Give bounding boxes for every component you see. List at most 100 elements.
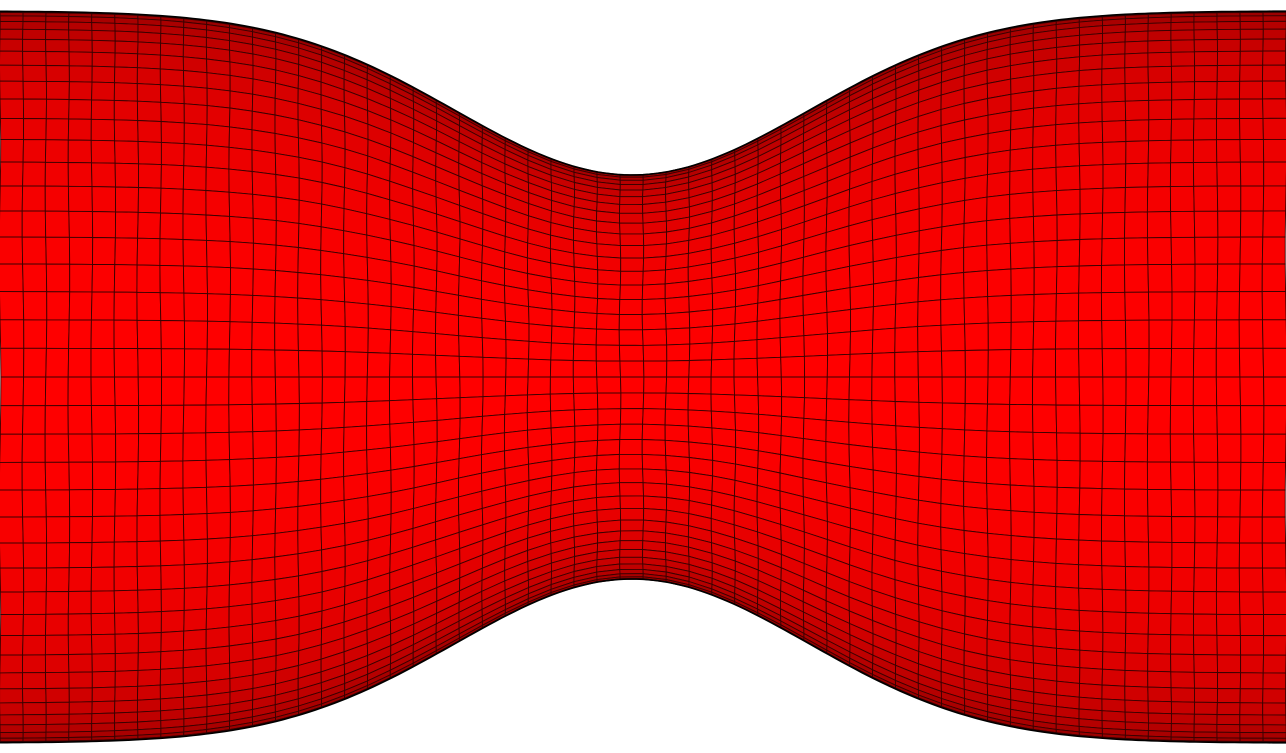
mesh-cell <box>159 696 185 712</box>
mesh-cell <box>297 526 323 555</box>
mesh-cell <box>182 647 207 669</box>
mesh-cell <box>1124 488 1149 517</box>
mesh-cell <box>182 665 208 684</box>
mesh-cell <box>1170 376 1194 407</box>
mesh-cell <box>1239 516 1263 544</box>
mesh-cell <box>1193 591 1217 615</box>
mesh-cell <box>1170 16 1195 24</box>
mesh-cell <box>596 392 622 410</box>
mesh-cell <box>91 670 116 689</box>
mesh-cell <box>114 66 138 85</box>
mesh-cell <box>23 347 47 378</box>
mesh-cell <box>45 613 69 636</box>
mesh-cell <box>1170 713 1195 725</box>
mesh-cell <box>1193 613 1218 636</box>
mesh-cell <box>482 395 506 417</box>
mesh-cell <box>1079 187 1104 215</box>
mesh-cell <box>1192 405 1218 435</box>
mesh-cell <box>1010 267 1035 296</box>
mesh-cell <box>275 429 300 458</box>
mesh-cell <box>137 211 161 240</box>
mesh-cell <box>0 185 24 212</box>
mesh-cell <box>114 711 139 724</box>
mesh-cell <box>160 121 185 145</box>
mesh-cell <box>275 481 299 510</box>
mesh-cell <box>22 613 47 636</box>
mesh-cell <box>1078 101 1103 124</box>
mesh-cell <box>22 161 46 187</box>
mesh-cell <box>1033 293 1057 323</box>
mesh-cell <box>206 537 231 564</box>
mesh-cell <box>389 444 415 471</box>
mesh-cell <box>710 393 736 414</box>
mesh-cell <box>1124 162 1149 188</box>
mesh-cell <box>526 410 552 431</box>
mesh-cell <box>1262 433 1286 463</box>
mesh-cell <box>1192 376 1218 407</box>
mesh-cell <box>1033 87 1057 109</box>
mesh-cell <box>1101 319 1127 350</box>
mesh-cell <box>1238 319 1264 349</box>
mesh-cell <box>1033 266 1058 295</box>
mesh-cell <box>1216 118 1241 141</box>
mesh-cell <box>182 628 207 651</box>
mesh-cell <box>0 117 25 141</box>
mesh-cell <box>45 671 70 689</box>
mesh-cell <box>229 458 254 487</box>
mesh-cell <box>963 429 988 458</box>
mesh-cell <box>413 419 438 446</box>
mesh-cell <box>1216 139 1241 163</box>
mesh-cell <box>687 409 713 429</box>
mesh-cell <box>1124 291 1150 321</box>
mesh-cell <box>343 449 368 478</box>
mesh-cell <box>22 405 46 435</box>
mesh-cell <box>367 303 392 331</box>
mesh-cell <box>1147 670 1172 689</box>
mesh-cell <box>136 565 162 591</box>
mesh-cell <box>0 405 24 435</box>
mesh-cell <box>1147 39 1172 54</box>
mesh-cell <box>45 39 70 53</box>
mesh-cell <box>114 699 138 714</box>
mesh-cell <box>1171 263 1196 293</box>
mesh-cell <box>114 30 139 43</box>
mesh-cell <box>275 220 300 248</box>
mesh-cell <box>1009 623 1034 647</box>
mesh-cell <box>1193 461 1219 491</box>
mesh-cell <box>1240 433 1265 463</box>
mesh-cell <box>0 613 24 637</box>
mesh-cell <box>1079 404 1104 434</box>
mesh-cell <box>45 98 70 120</box>
mesh-cell <box>67 634 93 655</box>
mesh-cell <box>917 299 942 328</box>
mesh-cell <box>1147 51 1172 68</box>
mesh-cell <box>1194 263 1219 293</box>
mesh-cell <box>46 542 71 569</box>
mesh-cell <box>22 50 47 66</box>
mesh-cell <box>1239 732 1264 739</box>
mesh-cell <box>91 81 115 101</box>
mesh-cell <box>549 359 574 378</box>
mesh-cell <box>251 170 277 198</box>
mesh-cell <box>1055 628 1081 651</box>
mesh-cell <box>0 236 24 265</box>
mesh-cell <box>137 460 161 490</box>
mesh-cell <box>0 635 24 656</box>
mesh-cell <box>1170 51 1196 67</box>
mesh-cell <box>0 291 25 321</box>
mesh-cell <box>160 348 186 378</box>
mesh-cell <box>572 376 598 394</box>
mesh-cell <box>68 723 93 733</box>
mesh-cell <box>343 425 368 453</box>
mesh-cell <box>1171 81 1196 101</box>
mesh-cell <box>1239 688 1264 704</box>
mesh-cell <box>90 566 115 592</box>
mesh-cell <box>297 453 322 482</box>
mesh-cell <box>206 348 230 378</box>
mesh-cell <box>987 532 1012 561</box>
mesh-cell <box>68 730 93 738</box>
mesh-cell <box>1009 146 1034 173</box>
mesh-cell <box>1009 431 1034 460</box>
mesh-cell <box>963 481 988 510</box>
